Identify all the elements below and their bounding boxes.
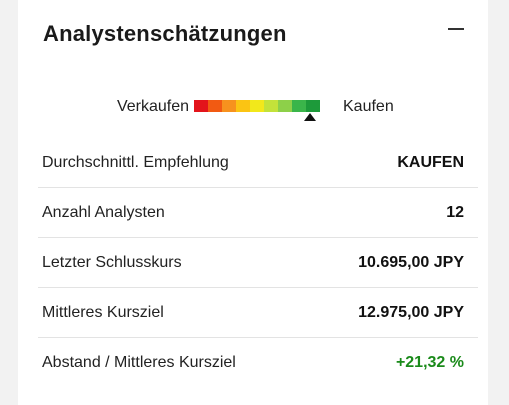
recommendation-value: KAUFEN xyxy=(397,154,464,171)
rating-color-bar xyxy=(194,100,320,112)
rating-segment-6 xyxy=(264,100,278,112)
row-label: Letzter Schlusskurs xyxy=(42,254,182,271)
rating-segment-7 xyxy=(278,100,292,112)
row-label: Abstand / Mittleres Kursziel xyxy=(42,354,236,371)
row-last-close: Letzter Schlusskurs 10.695,00 JPY xyxy=(38,238,478,288)
rating-scale: Verkaufen Kaufen xyxy=(18,96,488,126)
sell-label: Verkaufen xyxy=(116,98,189,115)
row-target-price: Mittleres Kursziel 12.975,00 JPY xyxy=(38,288,478,338)
row-analyst-count: Anzahl Analysten 12 xyxy=(38,188,478,238)
row-label: Mittleres Kursziel xyxy=(42,304,164,321)
minus-icon xyxy=(448,28,464,30)
row-label: Durchschnittl. Empfehlung xyxy=(42,154,229,171)
collapse-button[interactable] xyxy=(444,14,470,42)
rating-segment-9 xyxy=(306,100,320,112)
rating-segment-5 xyxy=(250,100,264,112)
card-title: Analystenschätzungen xyxy=(43,21,287,46)
last-close-value: 10.695,00 JPY xyxy=(358,254,464,271)
target-price-value: 12.975,00 JPY xyxy=(358,304,464,321)
row-recommendation: Durchschnittl. Empfehlung KAUFEN xyxy=(38,138,478,188)
target-distance-value: +21,32 % xyxy=(395,354,464,371)
row-label: Anzahl Analysten xyxy=(42,204,165,221)
triangle-up-icon xyxy=(303,113,316,121)
rating-segment-8 xyxy=(292,100,306,112)
analyst-count-value: 12 xyxy=(446,204,464,221)
rating-segment-2 xyxy=(208,100,222,112)
rating-segment-3 xyxy=(222,100,236,112)
rating-segment-4 xyxy=(236,100,250,112)
rating-segment-1 xyxy=(194,100,208,112)
buy-label: Kaufen xyxy=(343,98,394,115)
row-target-distance: Abstand / Mittleres Kursziel +21,32 % xyxy=(38,338,478,387)
estimates-table: Durchschnittl. Empfehlung KAUFEN Anzahl … xyxy=(38,138,478,387)
analyst-estimates-card: Analystenschätzungen Verkaufen Kaufen Du… xyxy=(18,0,488,405)
